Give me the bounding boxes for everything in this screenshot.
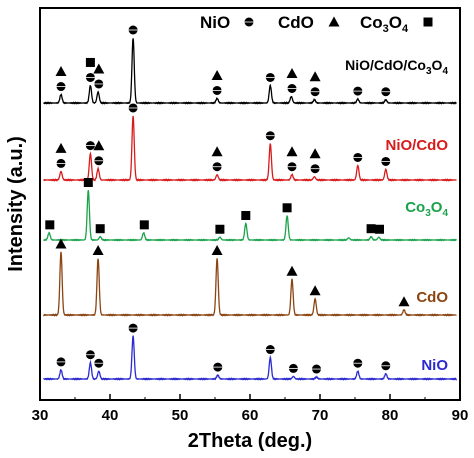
cdo-peak-marker xyxy=(55,142,67,153)
co3o4-peak-marker xyxy=(45,220,55,230)
co3o4-peak-marker xyxy=(83,178,93,187)
cdo-peak-marker xyxy=(398,296,410,307)
series-label: Co3O4 xyxy=(405,199,448,219)
nio-peak-marker xyxy=(213,362,223,372)
nio-peak-marker xyxy=(56,158,66,168)
nio-peak-marker xyxy=(381,156,391,166)
series-label: CdO xyxy=(416,289,448,306)
series-line xyxy=(43,335,458,381)
co3o4-peak-marker xyxy=(85,57,95,67)
cdo-peak-marker xyxy=(286,146,298,157)
cdo-peak-marker xyxy=(328,16,340,27)
x-tick-label: 80 xyxy=(382,407,399,424)
series-line xyxy=(43,38,457,105)
legend-label: CdO xyxy=(278,13,314,32)
co3o4-peak-marker xyxy=(139,220,149,230)
nio-peak-marker xyxy=(310,87,320,97)
cdo-peak-marker xyxy=(309,285,321,296)
nio-peak-marker xyxy=(381,361,391,371)
nio-peak-marker xyxy=(128,25,138,35)
nio-peak-marker xyxy=(212,85,222,95)
series-line xyxy=(43,190,458,242)
nio-peak-marker xyxy=(287,162,297,172)
legend-label: Co3O4 xyxy=(360,13,409,35)
cdo-peak-marker xyxy=(309,148,321,159)
cdo-peak-marker xyxy=(211,69,223,80)
nio-peak-marker xyxy=(287,84,297,93)
nio-peak-marker xyxy=(310,164,320,174)
co3o4-peak-marker xyxy=(375,224,384,234)
cdo-peak-marker xyxy=(93,63,105,74)
x-tick-label: 50 xyxy=(172,407,189,424)
legend-label: NiO xyxy=(200,13,230,32)
co3o4-peak-marker xyxy=(215,224,225,234)
nio-peak-marker xyxy=(212,162,222,172)
x-tick-label: 60 xyxy=(242,407,259,424)
cdo-peak-marker xyxy=(92,244,104,255)
cdo-peak-marker xyxy=(286,265,298,276)
co3o4-peak-marker xyxy=(366,224,376,234)
nio-peak-marker xyxy=(381,87,391,97)
co3o4-peak-marker xyxy=(95,224,105,234)
nio-peak-marker xyxy=(94,79,104,89)
nio-peak-marker xyxy=(312,364,321,374)
cdo-peak-marker xyxy=(211,146,223,157)
nio-peak-marker xyxy=(265,131,275,141)
nio-peak-marker xyxy=(353,152,363,162)
nio-peak-marker xyxy=(94,358,104,368)
x-axis-label: 2Theta (deg.) xyxy=(188,430,312,452)
nio-peak-marker xyxy=(85,350,95,360)
nio-peak-marker xyxy=(85,72,95,82)
x-tick-label: 40 xyxy=(102,407,119,424)
cdo-peak-marker xyxy=(93,140,105,151)
co3o4-peak-marker xyxy=(241,211,251,220)
nio-peak-marker xyxy=(56,82,66,92)
cdo-peak-marker xyxy=(211,244,223,255)
nio-peak-marker xyxy=(94,156,104,166)
nio-peak-marker xyxy=(128,103,138,113)
x-tick-label: 70 xyxy=(312,407,329,424)
nio-peak-marker xyxy=(353,86,363,96)
y-axis-label: Intensity (a.u.) xyxy=(5,136,27,272)
nio-peak-marker xyxy=(128,323,138,333)
series-line xyxy=(43,115,457,182)
nio-peak-marker xyxy=(265,345,275,355)
co3o4-peak-marker xyxy=(423,17,433,27)
cdo-peak-marker xyxy=(55,66,67,77)
cdo-peak-marker xyxy=(309,71,321,82)
series-label: NiO/CdO/Co3O4 xyxy=(345,57,448,77)
x-tick-label: 30 xyxy=(32,407,49,424)
x-tick-label: 90 xyxy=(452,407,469,424)
series-label: NiO/CdO xyxy=(386,137,449,154)
cdo-peak-marker xyxy=(55,238,67,249)
series-line xyxy=(42,251,457,317)
co3o4-peak-marker xyxy=(282,203,292,213)
nio-peak-marker xyxy=(244,17,254,27)
cdo-peak-marker xyxy=(286,68,298,78)
nio-peak-marker xyxy=(56,357,66,367)
nio-peak-marker xyxy=(353,358,363,368)
nio-peak-marker xyxy=(288,363,298,373)
nio-peak-marker xyxy=(265,72,275,82)
series-label: NiO xyxy=(421,357,448,374)
nio-peak-marker xyxy=(85,141,95,151)
